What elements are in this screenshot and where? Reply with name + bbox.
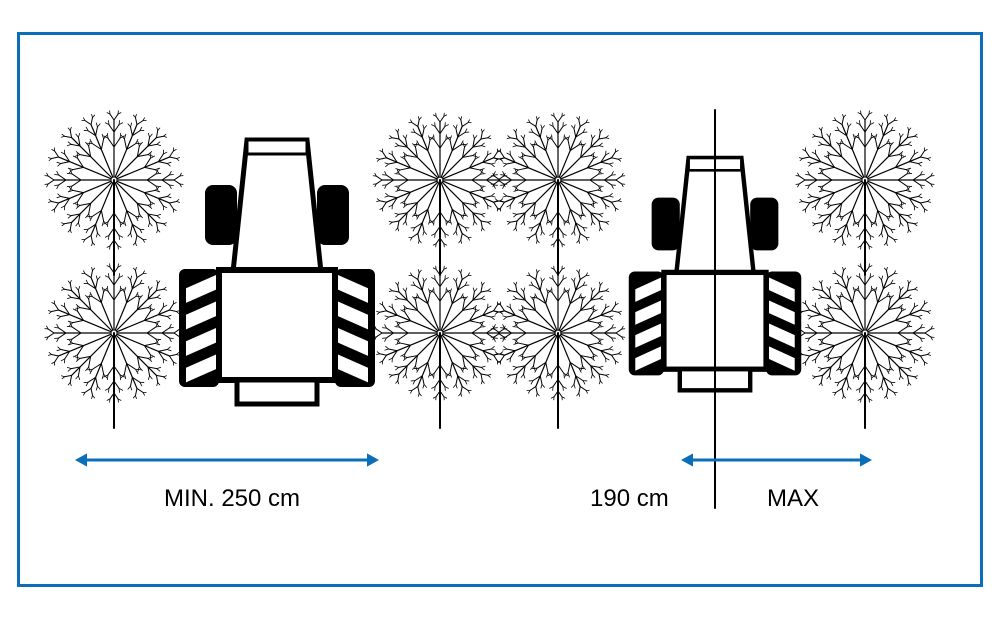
diagram-svg — [0, 0, 1000, 620]
label-min-width: MIN. 250 cm — [164, 485, 300, 513]
label-half-width-max: MAX — [767, 485, 819, 513]
label-half-width-value: 190 cm — [590, 485, 669, 513]
